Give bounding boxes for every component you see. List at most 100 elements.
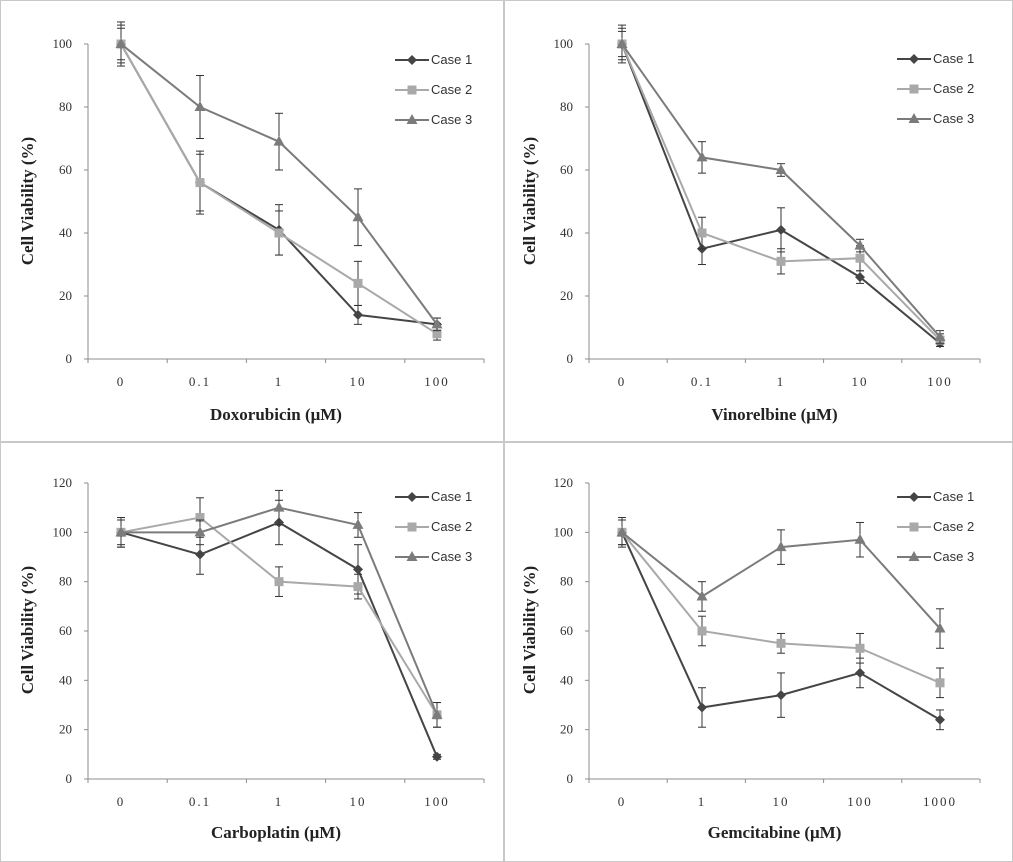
data-point — [431, 708, 443, 719]
y-tick-label: 40 — [59, 672, 72, 687]
data-point — [195, 513, 205, 523]
panel-border — [0, 0, 504, 442]
chart-panel-3: 0 20 40 60 80 100 120 0 0.1 1 10 100 Carboplatin (μM… — [0, 442, 504, 862]
y-tick-label: 120 — [53, 475, 73, 490]
data-point — [616, 526, 628, 537]
legend-marker — [908, 551, 920, 561]
series-3 — [115, 27, 443, 332]
data-point — [935, 714, 945, 725]
x-tick-label: 100 — [424, 374, 450, 389]
x-tick-label: 1 — [698, 794, 707, 809]
series-1 — [116, 21, 442, 332]
data-point — [855, 667, 865, 678]
y-tick-label: 20 — [560, 288, 573, 303]
data-point — [194, 101, 206, 111]
data-point — [353, 564, 363, 575]
data-point — [195, 549, 205, 560]
data-point — [855, 272, 865, 283]
data-point — [697, 626, 707, 636]
legend-marker — [909, 84, 919, 94]
data-point — [934, 330, 946, 341]
legend-label: Case 3 — [431, 549, 472, 564]
data-point — [854, 533, 866, 544]
x-tick-label: 0.1 — [189, 794, 211, 809]
x-tick-label: 1 — [275, 374, 284, 389]
data-point — [194, 526, 206, 537]
legend: Case 1 Case 2 Case 3 — [395, 52, 472, 127]
y-tick-label: 80 — [59, 574, 72, 589]
data-point — [353, 278, 363, 288]
x-axis-title: Gemcitabine (μM) — [708, 823, 842, 842]
x-tick-label: 0.1 — [691, 374, 713, 389]
data-point — [776, 224, 786, 235]
x-axis-title: Carboplatin (μM) — [211, 823, 341, 842]
data-point — [616, 38, 628, 48]
legend-marker — [909, 522, 919, 532]
y-tick-label: 60 — [59, 623, 72, 638]
x-tick-label: 0 — [117, 794, 126, 809]
data-point — [352, 518, 364, 529]
x-tick-label: 100 — [847, 794, 873, 809]
series-line — [120, 43, 438, 335]
data-point — [775, 164, 787, 174]
data-point — [776, 638, 786, 648]
legend-label: Case 3 — [431, 112, 472, 127]
series-3 — [115, 489, 443, 728]
y-axis-title: Cell Viability (%) — [18, 566, 37, 694]
data-point — [432, 329, 442, 339]
x-tick-label: 0 — [117, 374, 126, 389]
x-tick-label: 0.1 — [189, 374, 211, 389]
data-point — [776, 690, 786, 701]
y-tick-label: 40 — [560, 672, 573, 687]
legend-label: Case 2 — [431, 82, 472, 97]
legend-label: Case 1 — [933, 489, 974, 504]
data-point — [431, 318, 443, 329]
y-axis-title: Cell Viability (%) — [18, 137, 37, 265]
data-point — [855, 643, 865, 653]
data-point — [696, 151, 708, 162]
data-point — [776, 256, 786, 266]
series-line — [120, 43, 438, 326]
legend-label: Case 2 — [933, 81, 974, 96]
data-point — [934, 622, 946, 633]
chart-panel-4: 0 20 40 60 80 100 120 0 1 10 100 1000 Gemcitabine (μ… — [504, 442, 1013, 862]
x-tick-label: 10 — [773, 794, 790, 809]
legend-label: Case 1 — [431, 52, 472, 67]
data-point — [353, 582, 363, 592]
y-axis-title: Cell Viability (%) — [520, 137, 539, 265]
data-point — [273, 135, 285, 146]
y-tick-label: 80 — [560, 99, 573, 114]
legend-label: Case 2 — [933, 519, 974, 534]
legend: Case 1 Case 2 Case 3 — [897, 51, 974, 126]
x-tick-label: 10 — [350, 794, 367, 809]
y-tick-label: 60 — [59, 162, 72, 177]
data-point — [115, 526, 127, 537]
data-point — [697, 702, 707, 713]
x-tick-label: 100 — [424, 794, 450, 809]
data-point — [935, 678, 945, 688]
data-point — [273, 501, 285, 512]
series-line — [621, 43, 941, 341]
data-point — [274, 577, 284, 587]
data-point — [353, 309, 363, 320]
series-2 — [617, 27, 945, 347]
y-tick-label: 80 — [59, 99, 72, 114]
y-tick-label: 20 — [560, 722, 573, 737]
y-tick-label: 20 — [59, 722, 72, 737]
data-point — [855, 253, 865, 263]
data-point — [432, 751, 442, 762]
series-2 — [116, 24, 442, 341]
y-tick-label: 40 — [59, 225, 72, 240]
legend-label: Case 1 — [431, 489, 472, 504]
chart-panel-2: 0 20 40 60 80 100 0 0.1 1 10 100 Vinorelbine (μM) Ce… — [504, 0, 1013, 442]
y-tick-label: 60 — [560, 162, 573, 177]
legend-label: Case 2 — [431, 519, 472, 534]
y-tick-label: 100 — [53, 524, 73, 539]
x-axis-title: Doxorubicin (μM) — [210, 405, 342, 424]
y-tick-label: 0 — [66, 351, 73, 366]
x-tick-label: 10 — [852, 374, 869, 389]
data-point — [775, 541, 787, 552]
x-tick-label: 0 — [618, 794, 627, 809]
data-point — [854, 239, 866, 250]
y-tick-label: 0 — [567, 351, 574, 366]
